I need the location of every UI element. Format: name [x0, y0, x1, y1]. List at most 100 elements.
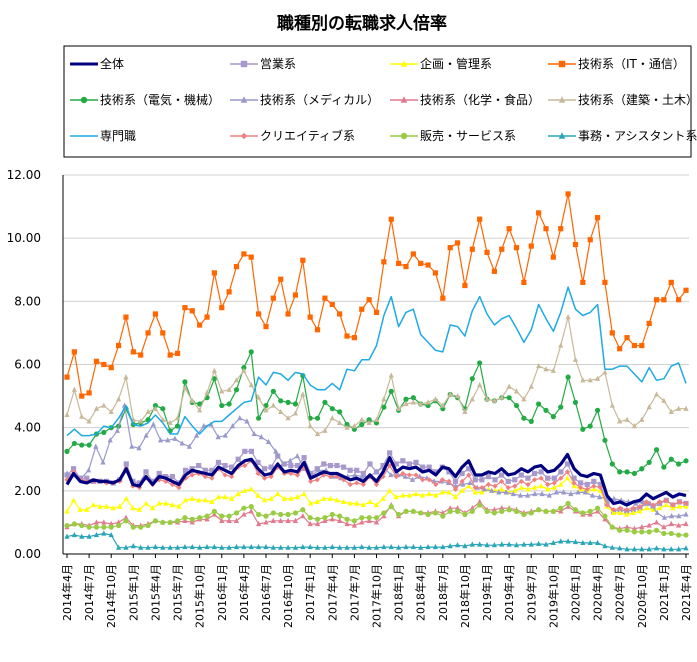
data-point [261, 466, 268, 472]
data-point [506, 507, 512, 513]
data-point [85, 467, 92, 473]
data-point [558, 226, 564, 232]
legend-label: 技術系（建築・土木） [578, 92, 697, 107]
data-point [86, 390, 92, 396]
data-point [86, 418, 92, 424]
data-point [308, 478, 314, 484]
data-point [248, 508, 254, 514]
data-point [543, 508, 549, 514]
data-point [115, 396, 122, 402]
data-point [440, 295, 446, 301]
data-point [396, 260, 402, 267]
data-point [285, 311, 291, 317]
data-point [138, 544, 144, 550]
data-point [517, 492, 524, 498]
data-point [432, 510, 439, 516]
data-point [402, 473, 408, 479]
data-point [432, 270, 439, 276]
data-point [123, 514, 129, 520]
data-point [366, 544, 372, 550]
data-point [661, 514, 668, 520]
data-point [215, 494, 222, 500]
data-point [278, 398, 284, 404]
data-point [469, 505, 475, 511]
data-point [152, 402, 159, 409]
data-point [248, 381, 254, 388]
data-point [528, 243, 534, 249]
data-point [525, 475, 531, 481]
data-point [366, 297, 372, 303]
data-point [255, 543, 262, 550]
data-point [624, 335, 630, 341]
data-point [314, 430, 321, 437]
data-point [300, 543, 306, 550]
data-point [150, 478, 156, 484]
data-point [683, 532, 689, 538]
data-point [466, 472, 472, 478]
data-point [344, 421, 350, 428]
data-point [624, 511, 630, 517]
data-point [491, 542, 498, 548]
data-point [661, 546, 667, 552]
x-tick-label: 2015年4月 [148, 564, 162, 621]
data-point [683, 520, 689, 527]
data-point [400, 132, 408, 140]
data-point [351, 522, 357, 528]
data-point [337, 513, 343, 519]
data-point [110, 505, 116, 511]
data-point [558, 505, 564, 511]
data-point [174, 544, 181, 550]
data-point [418, 510, 424, 516]
data-point [609, 524, 615, 530]
data-point [525, 481, 531, 488]
data-point [322, 515, 328, 521]
data-point [64, 470, 70, 476]
data-point [550, 539, 556, 546]
data-point [400, 60, 408, 67]
data-point [344, 333, 350, 339]
data-point [558, 508, 564, 514]
data-point [93, 443, 99, 449]
data-point [292, 292, 299, 298]
data-point [197, 544, 203, 550]
data-point [241, 367, 247, 373]
data-point [578, 480, 584, 486]
data-point [531, 477, 538, 483]
data-point [513, 402, 520, 409]
data-point [287, 457, 293, 463]
data-point [136, 480, 143, 486]
data-point [597, 481, 603, 488]
data-point [101, 524, 107, 530]
data-point [446, 489, 452, 495]
data-point [123, 461, 129, 467]
data-point [189, 397, 195, 403]
data-point [263, 519, 269, 525]
data-point [373, 481, 380, 488]
data-point [292, 401, 299, 407]
data-point [637, 504, 643, 510]
data-point [639, 546, 645, 552]
data-point [101, 402, 107, 408]
data-point [71, 531, 77, 538]
data-point [204, 513, 210, 519]
data-point [373, 416, 380, 422]
data-point [617, 418, 623, 424]
data-point [413, 472, 419, 478]
x-tick-label: 2020年4月 [591, 564, 605, 621]
data-point [558, 475, 564, 481]
data-point [167, 419, 173, 426]
data-point [543, 226, 549, 232]
data-point [189, 543, 195, 550]
data-point [115, 342, 122, 349]
data-point [477, 498, 483, 504]
data-point [101, 530, 107, 536]
data-point [565, 191, 571, 197]
legend-box [63, 45, 692, 158]
data-point [314, 327, 321, 333]
data-point [292, 510, 299, 516]
data-point [643, 505, 650, 511]
data-point [64, 411, 70, 418]
data-point [314, 520, 321, 527]
data-point [219, 305, 225, 311]
data-point [668, 279, 674, 285]
